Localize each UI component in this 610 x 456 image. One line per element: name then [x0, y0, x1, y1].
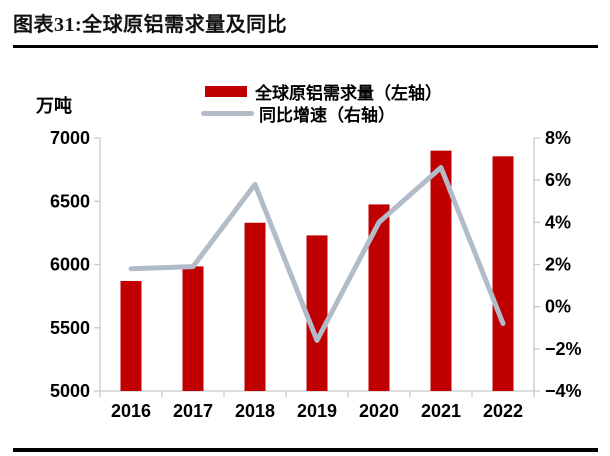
left-axis-tick-label: 6000 — [50, 255, 90, 275]
yoy-line — [128, 165, 506, 343]
x-axis-year-label: 2016 — [111, 401, 151, 421]
x-axis-year-label: 2022 — [483, 401, 523, 421]
legend-label-demand: 全球原铝需求量（左轴） — [255, 83, 442, 103]
demand-bar — [430, 150, 452, 391]
left-axis-tick-label: 5000 — [50, 381, 90, 401]
right-axis-tick-label: 8% — [545, 128, 571, 148]
right-axis-tick-label: −2% — [545, 339, 582, 359]
legend-line-swatch — [201, 110, 254, 116]
left-axis-tick-label: 7000 — [50, 128, 90, 148]
x-axis-year-label: 2017 — [173, 401, 213, 421]
x-axis-year-label: 2019 — [297, 401, 337, 421]
legend: 全球原铝需求量（左轴） 同比增速（右轴） — [201, 80, 442, 125]
demand-bar — [368, 204, 390, 391]
demand-bar — [244, 222, 266, 391]
right-axis-tick-label: 4% — [545, 212, 571, 232]
legend-item-demand: 全球原铝需求量（左轴） — [201, 80, 442, 103]
legend-item-yoy: 同比增速（右轴） — [201, 102, 442, 125]
right-axis-tick-label: 2% — [545, 255, 571, 275]
right-axis-tick-label: 0% — [545, 297, 571, 317]
left-axis-tick-label: 6500 — [50, 191, 90, 211]
demand-bar — [492, 156, 514, 391]
x-axis-year-label: 2021 — [421, 401, 461, 421]
bottom-divider — [13, 448, 598, 452]
right-axis-tick-label: −4% — [545, 381, 582, 401]
x-axis-year-label: 2020 — [359, 401, 399, 421]
right-axis-tick-label: 6% — [545, 170, 571, 190]
top-divider — [13, 45, 598, 48]
demand-bar — [120, 280, 142, 391]
demand-bar — [182, 266, 204, 391]
legend-label-yoy: 同比增速（右轴） — [259, 105, 395, 125]
left-axis-unit-label: 万吨 — [36, 96, 72, 116]
left-axis-tick-label: 5500 — [50, 318, 90, 338]
legend-bar-swatch — [205, 85, 247, 97]
chart-title: 图表31:全球原铝需求量及同比 — [13, 14, 288, 36]
demand-bar — [306, 235, 328, 391]
x-axis-year-label: 2018 — [235, 401, 275, 421]
